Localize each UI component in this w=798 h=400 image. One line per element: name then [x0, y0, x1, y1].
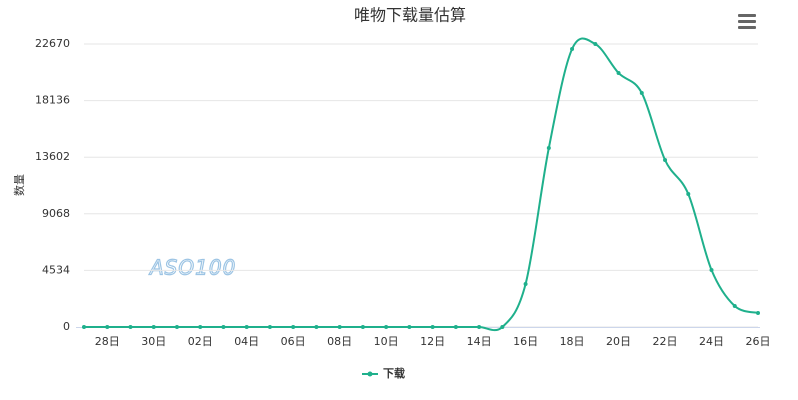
data-point: [174, 325, 179, 329]
data-point: [663, 157, 668, 162]
data-point: [709, 268, 714, 273]
x-tick-label: 12日: [420, 335, 445, 348]
x-tick-label: 26日: [746, 335, 771, 348]
watermark: ASO100: [148, 256, 236, 280]
data-point: [198, 325, 203, 329]
data-point: [616, 70, 621, 75]
data-point: [477, 325, 482, 329]
data-point: [360, 325, 365, 329]
x-tick-label: 14日: [467, 335, 492, 348]
chart-title: 唯物下载量估算: [354, 6, 466, 25]
y-tick-label: 18136: [35, 94, 70, 107]
y-tick-label: 22670: [35, 37, 70, 50]
data-point: [756, 311, 760, 316]
data-point: [639, 90, 644, 95]
data-point: [291, 325, 296, 329]
data-point: [267, 325, 272, 329]
legend-marker: [367, 371, 373, 377]
data-point: [453, 325, 458, 329]
y-tick-label: 4534: [42, 263, 70, 276]
data-point: [546, 145, 551, 150]
menu-button[interactable]: [738, 14, 756, 29]
data-point: [314, 325, 319, 329]
x-tick-label: 02日: [188, 335, 213, 348]
y-tick-label: 9068: [42, 207, 70, 220]
legend-label: 下载: [383, 366, 405, 380]
data-point: [500, 325, 505, 329]
y-tick-label: 13602: [35, 150, 70, 163]
x-tick-label: 16日: [513, 335, 538, 348]
x-tick-label: 28日: [95, 335, 120, 348]
data-point: [384, 325, 389, 329]
x-tick-label: 10日: [374, 335, 399, 348]
menu-bar: [738, 26, 756, 29]
data-point: [151, 325, 156, 329]
x-tick-label: 08日: [327, 335, 352, 348]
data-point: [570, 46, 575, 51]
menu-bar: [738, 20, 756, 23]
data-point: [593, 42, 598, 46]
x-tick-label: 04日: [234, 335, 259, 348]
x-tick-label: 06日: [281, 335, 306, 348]
data-point: [244, 325, 249, 329]
legend: 下载: [362, 366, 405, 380]
data-point: [105, 325, 110, 329]
data-point: [430, 325, 435, 329]
x-tick-label: 20日: [606, 335, 631, 348]
menu-bar: [738, 14, 756, 17]
data-point: [732, 304, 737, 309]
data-point: [221, 325, 226, 329]
x-tick-label: 18日: [560, 335, 585, 348]
data-point: [686, 192, 691, 197]
data-point: [82, 325, 86, 329]
y-tick-label: 0: [63, 320, 70, 333]
data-point: [407, 325, 412, 329]
series-line: [84, 37, 759, 332]
data-point: [337, 325, 342, 329]
x-tick-label: 22日: [653, 335, 678, 348]
data-point: [523, 282, 528, 287]
y-axis-label: 数量: [13, 174, 26, 196]
x-tick-label: 30日: [141, 335, 166, 348]
data-point: [128, 325, 133, 329]
x-tick-label: 24日: [699, 335, 724, 348]
